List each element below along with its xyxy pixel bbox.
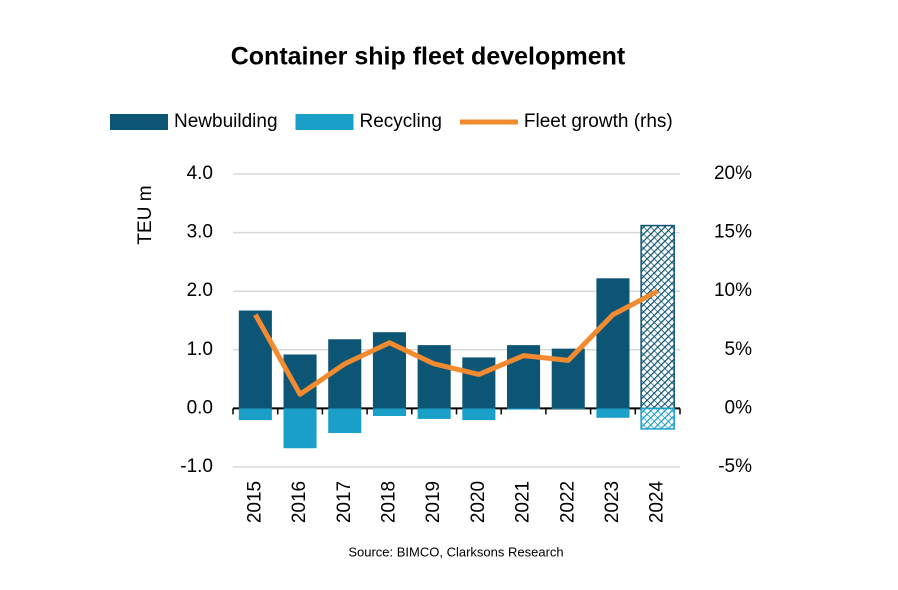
fleet-growth-line bbox=[253, 288, 659, 397]
bar bbox=[551, 408, 585, 409]
legend-swatch bbox=[295, 114, 354, 130]
bar bbox=[596, 408, 630, 418]
x-tick-label: 2017 bbox=[334, 481, 355, 523]
bar bbox=[507, 408, 541, 410]
bar bbox=[417, 408, 451, 419]
x-tick-label: 2021 bbox=[513, 481, 534, 523]
y-tick-label: 4.0 bbox=[187, 163, 213, 184]
x-tick-label: 2023 bbox=[602, 481, 623, 523]
legend-swatch bbox=[110, 114, 168, 130]
y-tick-label: 1.0 bbox=[187, 339, 213, 360]
y-tick-label: -1.0 bbox=[180, 456, 213, 477]
bar bbox=[640, 224, 675, 410]
bar bbox=[640, 407, 675, 430]
bar bbox=[462, 357, 496, 409]
bar bbox=[462, 408, 496, 421]
x-tick-label: 2020 bbox=[468, 481, 489, 523]
x-tick-label: 2019 bbox=[423, 481, 444, 523]
y2-tick-label: 10% bbox=[714, 280, 752, 301]
bar bbox=[328, 408, 362, 434]
x-tick-label: 2022 bbox=[557, 481, 578, 523]
legend-label: Newbuilding bbox=[174, 111, 278, 132]
bar bbox=[372, 408, 406, 417]
y-tick-label: 2.0 bbox=[187, 280, 213, 301]
x-tick-label: 2024 bbox=[647, 480, 668, 523]
bar bbox=[283, 354, 317, 409]
legend-label: Recycling bbox=[360, 111, 442, 132]
chart-title: Container ship fleet development bbox=[231, 43, 626, 71]
bar bbox=[596, 278, 630, 409]
bar bbox=[283, 408, 317, 449]
legend-label: Fleet growth (rhs) bbox=[524, 111, 673, 132]
y2-tick-label: -5% bbox=[718, 456, 752, 477]
bar bbox=[417, 345, 451, 409]
bar bbox=[238, 408, 272, 421]
y2-tick-label: 15% bbox=[714, 222, 752, 243]
source: Source: BIMCO, Clarksons Research bbox=[348, 544, 563, 559]
y-tick-label: 0.0 bbox=[187, 397, 213, 418]
x-tick-label: 2016 bbox=[289, 481, 310, 523]
y-axis-label: TEU m bbox=[135, 185, 156, 244]
y-tick-label: 3.0 bbox=[187, 222, 213, 243]
y2-tick-label: 20% bbox=[714, 163, 752, 184]
x-tick-label: 2018 bbox=[378, 481, 399, 523]
y2-tick-label: 0% bbox=[725, 397, 753, 418]
bar bbox=[238, 310, 272, 409]
x-tick-label: 2015 bbox=[244, 481, 265, 523]
y2-tick-label: 5% bbox=[725, 339, 753, 360]
